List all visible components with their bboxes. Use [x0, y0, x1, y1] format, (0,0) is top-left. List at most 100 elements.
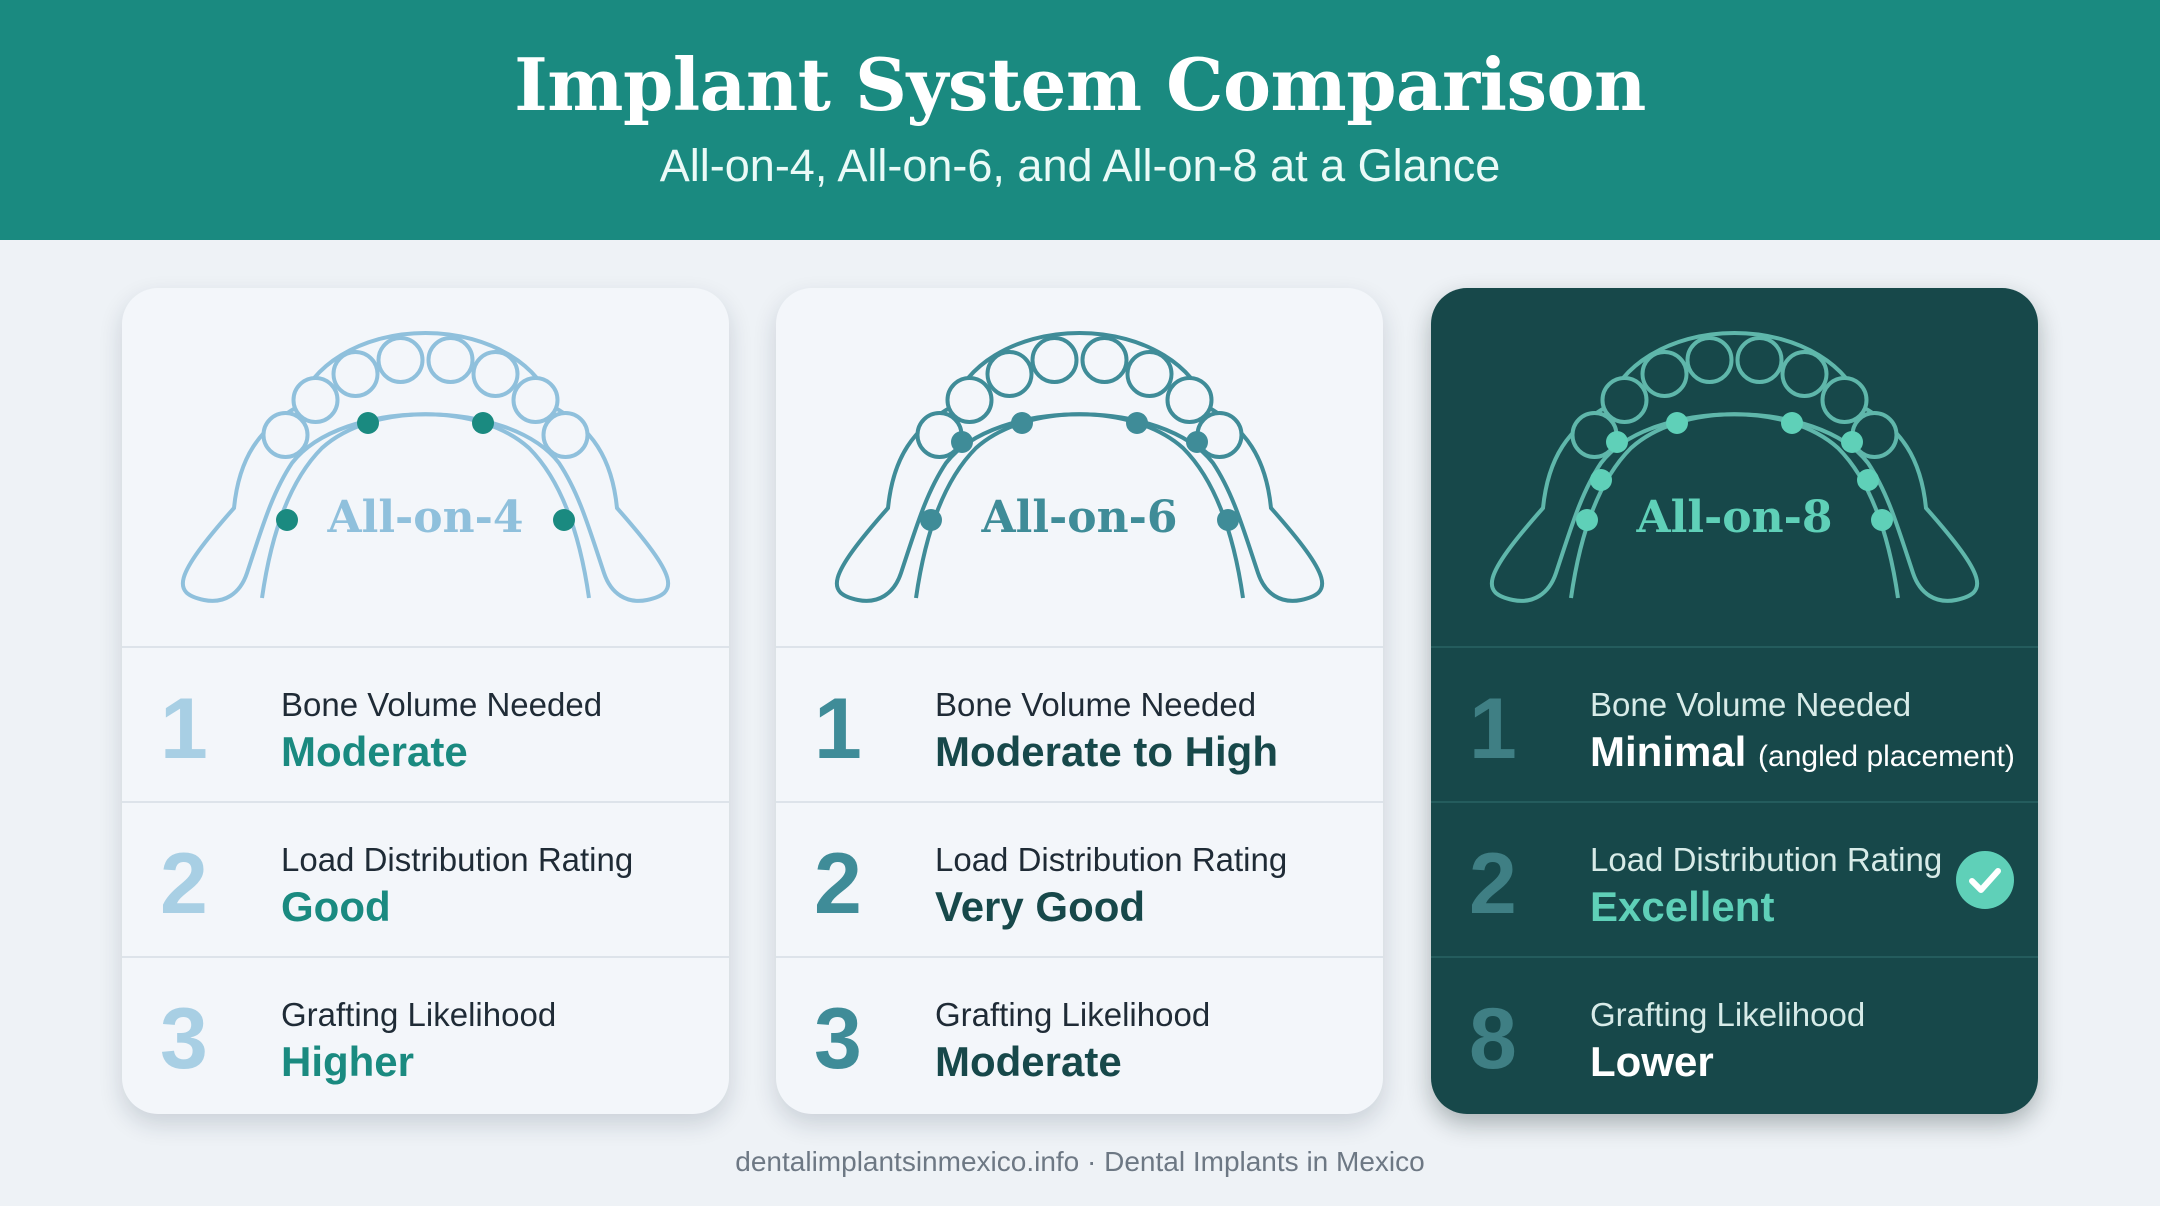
arch-inner-line [914, 412, 1245, 599]
implant-dot-icon [1576, 509, 1598, 531]
implant-dot-icon [1871, 509, 1893, 531]
tooth-shape [541, 411, 590, 459]
arch-outline [180, 330, 671, 603]
arch-label: All-on-6 [981, 492, 1178, 543]
tooth-shape [511, 376, 560, 424]
tooth-shape [1030, 336, 1079, 384]
arch-illustration: All-on-6 [776, 288, 1383, 648]
row-value: Moderate to High [935, 728, 1278, 776]
tooth-shape [1685, 336, 1734, 384]
tooth-shape [376, 336, 425, 384]
row-label: Load Distribution Rating [281, 841, 634, 878]
row-value: Good [281, 883, 391, 931]
row-value: Minimal (angled placement) [1590, 728, 2015, 776]
implant-dot-icon [951, 431, 973, 453]
implant-dot-icon [1590, 469, 1612, 491]
row-value-text: Moderate [281, 728, 468, 775]
implant-dot-icon [553, 509, 575, 531]
tooth-shape [1780, 350, 1829, 398]
row-number: 3 [160, 991, 208, 1087]
page-subtitle: All-on-4, All-on-6, and All-on-8 at a Gl… [659, 140, 1501, 191]
tooth-shape [471, 350, 520, 398]
implant-dot-icon [1011, 412, 1033, 434]
implant-dot-icon [920, 509, 942, 531]
implant-dot-icon [1126, 412, 1148, 434]
row-number: 8 [1469, 991, 1517, 1087]
row-load-distribution: 2 Load Distribution Rating Very Good [776, 801, 1383, 956]
header-banner: Implant System Comparison All-on-4, All-… [0, 0, 2160, 240]
tooth-shape [426, 336, 475, 384]
implant-dot-icon [1217, 509, 1239, 531]
row-label: Load Distribution Rating [1590, 841, 1943, 878]
tooth-shape [945, 376, 994, 424]
row-value-text: Minimal [1590, 728, 1747, 775]
row-label: Bone Volume Needed [281, 686, 603, 723]
row-number: 1 [1469, 681, 1517, 777]
arch-outline [1489, 330, 1980, 603]
implant-dot-icon [1666, 412, 1688, 434]
arch-illustration: All-on-8 [1431, 288, 2038, 648]
row-label: Bone Volume Needed [1590, 686, 1912, 723]
card-all-on-4: All-on-4 1 Bone Volume Needed Moderate 2… [122, 288, 729, 1114]
row-value: Very Good [935, 883, 1145, 931]
tooth-shape [1080, 336, 1129, 384]
arch-diagram-icon [834, 330, 1325, 603]
implant-dot-icon [1781, 412, 1803, 434]
tooth-shape [1165, 376, 1214, 424]
arch-label: All-on-4 [327, 492, 524, 543]
arch-diagram-icon [1489, 330, 1980, 603]
footer-credit: dentalimplantsinmexico.info · Dental Imp… [735, 1146, 1425, 1177]
arch-inner-line [260, 412, 591, 599]
tooth-shape [331, 350, 380, 398]
tooth-shape [1820, 376, 1869, 424]
row-value-text: Good [281, 883, 391, 930]
implant-dot-icon [276, 509, 298, 531]
row-number: 2 [814, 836, 862, 932]
arch-outline [834, 330, 1325, 603]
row-grafting: 3 Grafting Likelihood Higher [122, 956, 729, 1111]
tooth-shape [1125, 350, 1174, 398]
row-value: Higher [281, 1038, 414, 1086]
row-label: Grafting Likelihood [281, 996, 557, 1033]
implant-dot-icon [1186, 431, 1208, 453]
row-number: 1 [814, 681, 862, 777]
row-value: Moderate [281, 728, 468, 776]
arch-diagram-icon [180, 330, 671, 603]
check-icon [1956, 851, 2014, 909]
row-label: Bone Volume Needed [935, 686, 1257, 723]
row-load-distribution: 2 Load Distribution Rating Excellent [1431, 801, 2038, 956]
page-title: Implant System Comparison [514, 42, 1646, 127]
row-value-text: Very Good [935, 883, 1146, 930]
tooth-shape [1735, 336, 1784, 384]
arch-label: All-on-8 [1636, 492, 1833, 543]
tooth-shape [291, 376, 340, 424]
row-value-note: (angled placement) [1758, 740, 2015, 773]
row-grafting: 8 Grafting Likelihood Lower [1431, 956, 2038, 1111]
row-bone-volume: 1 Bone Volume Needed Minimal (angled pla… [1431, 646, 2038, 801]
row-value-text: Higher [281, 1038, 415, 1085]
implant-dot-icon [357, 412, 379, 434]
row-number: 2 [160, 836, 208, 932]
implant-dot-icon [1606, 431, 1628, 453]
arch-illustration: All-on-4 [122, 288, 729, 648]
implant-dot-icon [472, 412, 494, 434]
row-grafting: 3 Grafting Likelihood Moderate [776, 956, 1383, 1111]
row-value-text: Moderate to High [935, 728, 1278, 775]
card-all-on-8: All-on-8 1 Bone Volume Needed Minimal (a… [1431, 288, 2038, 1114]
row-number: 3 [814, 991, 862, 1087]
tooth-shape [985, 350, 1034, 398]
row-value: Lower [1590, 1038, 1714, 1086]
row-value-text: Lower [1590, 1038, 1714, 1085]
row-load-distribution: 2 Load Distribution Rating Good [122, 801, 729, 956]
row-label: Grafting Likelihood [935, 996, 1211, 1033]
tooth-shape [261, 411, 310, 459]
row-label: Grafting Likelihood [1590, 996, 1866, 1033]
tooth-shape [1640, 350, 1689, 398]
row-value-text: Excellent [1590, 883, 1775, 930]
row-bone-volume: 1 Bone Volume Needed Moderate to High [776, 646, 1383, 801]
implant-dot-icon [1841, 431, 1863, 453]
row-value: Moderate [935, 1038, 1122, 1086]
tooth-shape [1600, 376, 1649, 424]
row-value-text: Moderate [935, 1038, 1122, 1085]
implant-dot-icon [1857, 469, 1879, 491]
